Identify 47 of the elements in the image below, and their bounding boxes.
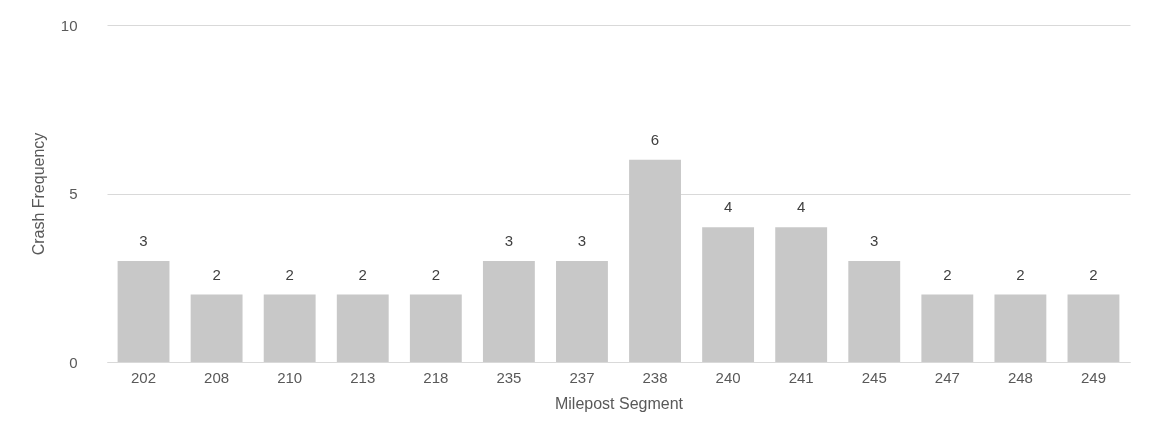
y-tick-label: 5: [69, 185, 78, 202]
data-label: 2: [943, 265, 952, 283]
x-tick-label: 202: [131, 368, 157, 386]
bar: [629, 159, 681, 362]
x-tick-label: 213: [350, 368, 376, 386]
data-label: 3: [870, 231, 879, 249]
data-label: 6: [650, 130, 660, 148]
bar: [994, 294, 1047, 362]
x-tick-label: 237: [569, 368, 595, 386]
data-label: 2: [431, 265, 440, 283]
data-label: 2: [1016, 265, 1025, 283]
x-axis-title: Milepost Segment: [554, 394, 684, 412]
x-tick-label: 247: [934, 368, 960, 386]
bar: [848, 260, 901, 362]
x-tick-label: 241: [788, 368, 814, 386]
bar: [190, 294, 243, 362]
data-label: 3: [577, 231, 587, 249]
bar: [263, 294, 316, 362]
x-tick-label: 218: [423, 368, 449, 386]
y-axis-title: Crash Frequency: [29, 132, 47, 256]
data-label: 3: [139, 231, 148, 249]
data-label: 2: [212, 265, 221, 283]
x-tick-label: 210: [277, 368, 303, 386]
bar: [775, 227, 828, 362]
y-tick-label: 10: [60, 16, 78, 34]
bar: [409, 294, 462, 362]
data-label: 2: [285, 265, 294, 283]
bar: [1067, 294, 1120, 362]
bar: [117, 260, 170, 362]
x-tick-label: 208: [204, 368, 230, 386]
x-tick-label: 248: [1007, 368, 1033, 386]
bar: [921, 294, 974, 362]
x-tick-label: 249: [1080, 368, 1106, 386]
x-tick-label: 235: [496, 368, 522, 386]
x-tick-label: 240: [715, 368, 741, 386]
data-label: 4: [723, 198, 733, 216]
bar: [336, 294, 389, 362]
bar: [556, 260, 608, 362]
bar: [482, 260, 535, 362]
data-label: 3: [504, 231, 514, 249]
x-tick-label: 245: [861, 368, 887, 386]
data-label: 4: [797, 198, 806, 216]
data-label: 2: [358, 265, 367, 283]
x-tick-label: 238: [642, 368, 668, 386]
y-tick-label: 0: [69, 353, 78, 371]
data-label: 2: [1089, 265, 1098, 283]
bar: [702, 227, 755, 362]
